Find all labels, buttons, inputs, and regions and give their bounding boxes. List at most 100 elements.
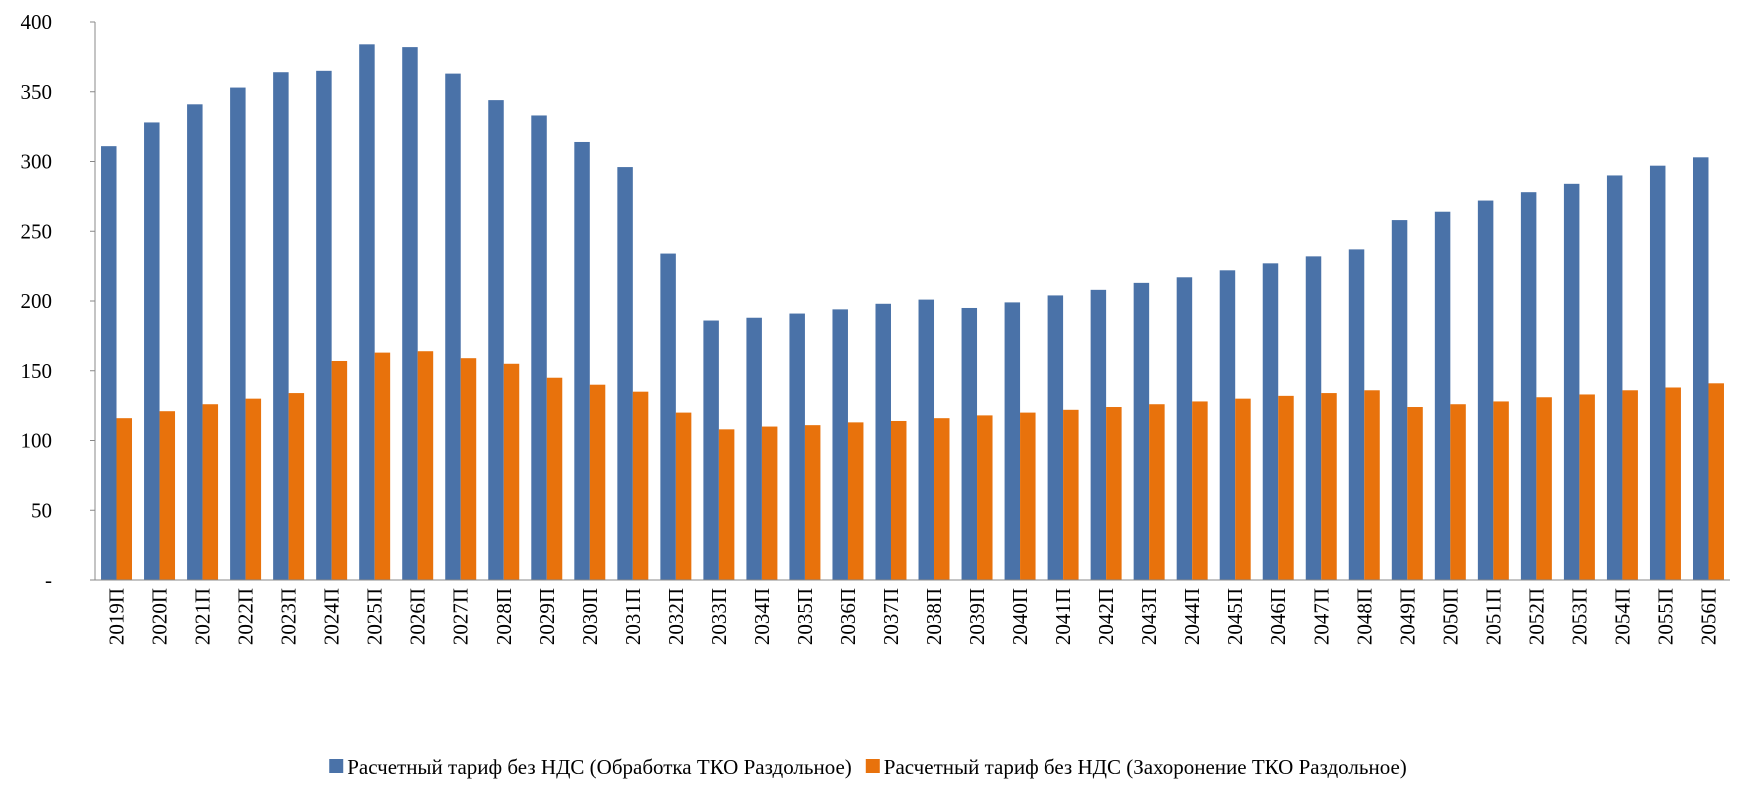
x-tick-label: 2020П xyxy=(148,588,172,645)
x-tick-label: 2047П xyxy=(1309,588,1333,645)
bar xyxy=(1348,249,1365,580)
x-tick-label: 2042П xyxy=(1094,588,1118,645)
x-tick-label: 2026П xyxy=(406,588,430,645)
bar xyxy=(1520,192,1537,580)
x-tick-label: 2049П xyxy=(1395,588,1419,645)
bar xyxy=(1305,256,1322,580)
bar xyxy=(316,70,332,580)
x-tick-label: 2056П xyxy=(1696,588,1720,645)
bar xyxy=(1665,387,1681,580)
bar xyxy=(718,429,735,580)
bar xyxy=(1321,393,1337,580)
bar xyxy=(617,167,633,580)
legend-label: Расчетный тариф без НДС (Захоронение ТКО… xyxy=(884,755,1407,779)
bar xyxy=(746,317,762,580)
x-tick-label: 2043П xyxy=(1137,588,1161,645)
bar xyxy=(101,146,117,580)
x-tick-label: 2035П xyxy=(793,588,817,645)
x-tick-label: 2054П xyxy=(1610,588,1634,645)
bar xyxy=(417,351,434,580)
x-tick-label: 2055П xyxy=(1653,588,1677,645)
legend-label: Расчетный тариф без НДС (Обработка ТКО Р… xyxy=(347,755,852,779)
x-tick-label: 2023П xyxy=(277,588,301,645)
y-tick-label: 50 xyxy=(31,498,52,522)
bar xyxy=(1606,175,1623,580)
bar xyxy=(1192,401,1208,580)
bar xyxy=(1047,295,1064,580)
y-tick-label: 250 xyxy=(21,219,53,243)
bar xyxy=(1391,220,1408,580)
bar xyxy=(961,307,978,580)
bar xyxy=(1106,407,1122,580)
bar xyxy=(832,309,848,580)
bar xyxy=(116,418,133,580)
bar xyxy=(1563,183,1580,580)
x-tick-label: 2022П xyxy=(234,588,258,645)
x-tick-label: 2052П xyxy=(1524,588,1548,645)
x-tick-label: 2031П xyxy=(621,588,645,645)
bar xyxy=(660,253,676,580)
bar xyxy=(359,44,375,580)
x-tick-label: 2021П xyxy=(191,588,215,645)
bar xyxy=(245,398,262,580)
bar xyxy=(977,415,993,580)
x-tick-label: 2038П xyxy=(922,588,946,645)
bar xyxy=(273,72,289,580)
y-tick-label: 400 xyxy=(21,10,53,34)
bar xyxy=(159,411,176,580)
bar xyxy=(488,100,504,581)
x-tick-label: 2030П xyxy=(578,588,602,645)
bar xyxy=(675,412,692,580)
bar xyxy=(1063,409,1079,580)
x-tick-label: 2029П xyxy=(535,588,559,645)
bar xyxy=(187,104,203,581)
bar xyxy=(1579,394,1595,580)
bar xyxy=(1622,390,1638,580)
bar xyxy=(374,352,391,580)
bar xyxy=(1262,263,1279,580)
x-tick-label: 2024П xyxy=(320,588,344,645)
bar xyxy=(1450,404,1466,580)
bar xyxy=(1133,282,1150,580)
bar xyxy=(1708,383,1724,580)
bar xyxy=(1020,412,1036,580)
x-tick-label: 2046П xyxy=(1266,588,1290,645)
x-tick-label: 2027П xyxy=(449,588,473,645)
x-tick-label: 2051П xyxy=(1481,588,1505,645)
x-tick-label: 2040П xyxy=(1008,588,1032,645)
bar xyxy=(703,320,719,580)
bar xyxy=(1536,397,1552,580)
bar xyxy=(574,141,590,580)
bar xyxy=(144,122,160,580)
bar xyxy=(918,299,935,580)
bar xyxy=(1004,302,1021,580)
x-tick-label: 2033П xyxy=(707,588,731,645)
bar xyxy=(230,87,246,580)
bar xyxy=(546,377,563,580)
bar xyxy=(503,363,520,580)
y-tick-label: 350 xyxy=(21,80,53,104)
legend-swatch xyxy=(865,759,880,773)
bar xyxy=(402,47,418,581)
y-tick-label: - xyxy=(45,568,52,592)
bar xyxy=(589,384,606,580)
bar xyxy=(1364,390,1380,580)
bar xyxy=(847,422,864,580)
legend-swatch xyxy=(329,759,344,773)
bar xyxy=(1407,407,1423,580)
bar xyxy=(288,393,305,580)
x-tick-label: 2036П xyxy=(836,588,860,645)
x-tick-label: 2041П xyxy=(1051,588,1075,645)
bar xyxy=(1434,211,1451,580)
bar xyxy=(1477,200,1494,580)
bar xyxy=(1176,277,1193,580)
bar xyxy=(460,358,477,580)
bar xyxy=(1090,289,1107,580)
y-tick-label: 200 xyxy=(21,289,53,313)
y-tick-label: 100 xyxy=(21,429,53,453)
x-tick-label: 2048П xyxy=(1352,588,1376,645)
x-tick-label: 2019П xyxy=(105,588,129,645)
bar xyxy=(1278,395,1294,580)
bar xyxy=(1649,165,1666,580)
